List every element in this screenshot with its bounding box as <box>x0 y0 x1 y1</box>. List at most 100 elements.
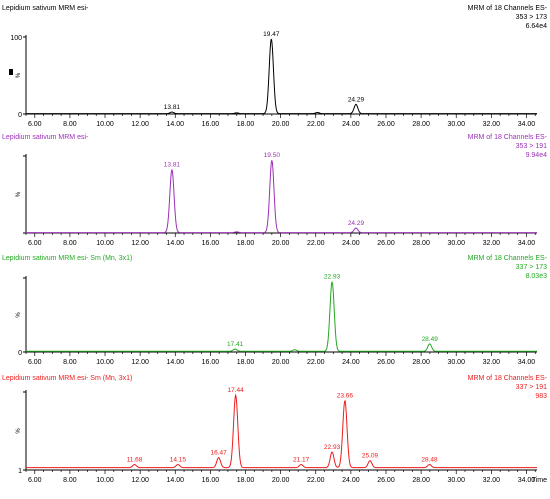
x-tick-label: 14.00 <box>166 477 184 484</box>
x-tick-label: 24.00 <box>342 121 360 128</box>
trace-info-line: 337 > 191 <box>516 384 547 391</box>
x-tick-label: 28.00 <box>412 240 430 247</box>
peak-label: 25.09 <box>362 453 379 460</box>
peak-label: 13.81 <box>164 161 181 168</box>
x-tick-label: 32.00 <box>483 359 501 366</box>
x-tick-label: 8.00 <box>63 359 77 366</box>
x-tick-label: 34.00 <box>518 240 536 247</box>
y-tick-label: 1 <box>18 468 22 475</box>
x-tick-label: 20.00 <box>272 477 290 484</box>
x-tick-label: 16.00 <box>202 359 220 366</box>
y-tick-label: 0 <box>18 112 22 119</box>
x-tick-label: 34.00 <box>518 477 536 484</box>
x-tick-label: 24.00 <box>342 359 360 366</box>
x-tick-label: 24.00 <box>342 477 360 484</box>
trace-panel-3: Lepidium sativum MRM esi- Sm (Mn, 3x1) MR… <box>2 255 548 366</box>
peak-label: 14.15 <box>170 457 187 464</box>
trace-info-line: 983 <box>535 393 547 400</box>
y-tick-label: 0 <box>18 350 22 357</box>
x-tick-label: 14.00 <box>166 121 184 128</box>
trace-line <box>26 393 537 469</box>
y-axis-label: % <box>16 72 22 78</box>
x-tick-label: 26.00 <box>377 477 395 484</box>
y-tick-label: 100 <box>10 35 22 42</box>
x-tick-label: 20.00 <box>272 359 290 366</box>
trace-info-line: 8.03e3 <box>526 273 548 280</box>
x-tick-label: 22.00 <box>307 359 325 366</box>
x-tick-label: 10.00 <box>96 359 114 366</box>
x-tick-label: 20.00 <box>272 240 290 247</box>
trace-panel-2: Lepidium sativum MRM esi- MRM of 18 Chann… <box>2 134 548 247</box>
trace-title: Lepidium sativum MRM esi- <box>2 5 89 12</box>
trace-info-line: 353 > 173 <box>516 14 547 21</box>
peak-label: 17.41 <box>227 341 244 348</box>
x-tick-label: 22.00 <box>307 477 325 484</box>
x-tick-label: 16.00 <box>202 477 220 484</box>
x-tick-label: 30.00 <box>447 477 465 484</box>
peak-label: 11.68 <box>127 457 143 464</box>
x-tick-label: 20.00 <box>272 121 290 128</box>
trace-info-line: 337 > 173 <box>516 264 547 271</box>
x-tick-label: 30.00 <box>447 240 465 247</box>
y-axis-label: % <box>16 191 22 197</box>
x-tick-label: 34.00 <box>518 121 536 128</box>
trace-line <box>26 160 537 234</box>
trace-panel-1: Lepidium sativum MRM esi- MRM of 18 Chann… <box>2 5 548 128</box>
x-tick-label: 22.00 <box>307 121 325 128</box>
x-tick-label: 6.00 <box>28 240 42 247</box>
x-tick-label: 18.00 <box>237 240 255 247</box>
x-tick-label: 8.00 <box>63 477 77 484</box>
x-tick-label: 12.00 <box>131 477 149 484</box>
x-tick-label: 10.00 <box>96 477 114 484</box>
x-tick-label: 12.00 <box>131 240 149 247</box>
x-tick-label: 14.00 <box>166 359 184 366</box>
x-tick-label: 18.00 <box>237 477 255 484</box>
x-tick-label: 30.00 <box>447 121 465 128</box>
peak-label: 13.81 <box>164 104 181 111</box>
y-axis-label: % <box>16 312 22 318</box>
peak-label: 19.50 <box>264 152 281 159</box>
trace-info-line: 353 > 191 <box>516 143 547 150</box>
x-tick-label: 12.00 <box>131 121 149 128</box>
x-tick-label: 26.00 <box>377 121 395 128</box>
x-tick-label: 16.00 <box>202 240 220 247</box>
x-axis-title: Time <box>532 477 547 484</box>
trace-info-line: MRM of 18 Channels ES- <box>468 5 548 12</box>
trace-line <box>26 281 537 352</box>
peak-label: 24.29 <box>348 220 365 227</box>
peak-label: 21.17 <box>293 457 310 464</box>
x-tick-label: 28.00 <box>412 359 430 366</box>
x-tick-label: 28.00 <box>412 477 430 484</box>
x-tick-label: 30.00 <box>447 359 465 366</box>
x-tick-label: 8.00 <box>63 240 77 247</box>
x-tick-label: 16.00 <box>202 121 220 128</box>
x-tick-label: 8.00 <box>63 121 77 128</box>
trace-title: Lepidium sativum MRM esi- Sm (Mn, 3x1) <box>2 255 132 262</box>
x-tick-label: 26.00 <box>377 359 395 366</box>
x-tick-label: 12.00 <box>131 359 149 366</box>
peak-label: 16.47 <box>210 450 227 457</box>
x-tick-label: 24.00 <box>342 240 360 247</box>
peak-label: 24.29 <box>348 96 365 103</box>
trace-info-line: MRM of 18 Channels ES- <box>468 375 548 382</box>
trace-panel-4: Lepidium sativum MRM esi- Sm (Mn, 3x1) MR… <box>2 375 548 484</box>
x-tick-label: 34.00 <box>518 359 536 366</box>
x-tick-label: 32.00 <box>483 240 501 247</box>
peak-label: 28.48 <box>421 457 438 464</box>
x-tick-label: 6.00 <box>28 477 42 484</box>
x-tick-label: 26.00 <box>377 240 395 247</box>
x-tick-label: 6.00 <box>28 121 42 128</box>
x-tick-label: 22.00 <box>307 240 325 247</box>
x-tick-label: 32.00 <box>483 121 501 128</box>
trace-info-line: MRM of 18 Channels ES- <box>468 134 548 141</box>
x-tick-label: 32.00 <box>483 477 501 484</box>
trace-info-line: MRM of 18 Channels ES- <box>468 255 548 262</box>
trace-info-line: 9.94e4 <box>526 152 548 159</box>
legend-marker <box>9 69 13 75</box>
x-tick-label: 28.00 <box>412 121 430 128</box>
x-tick-label: 10.00 <box>96 240 114 247</box>
x-tick-label: 10.00 <box>96 121 114 128</box>
trace-title: Lepidium sativum MRM esi- Sm (Mn, 3x1) <box>2 375 132 382</box>
peak-label: 19.47 <box>263 31 280 38</box>
